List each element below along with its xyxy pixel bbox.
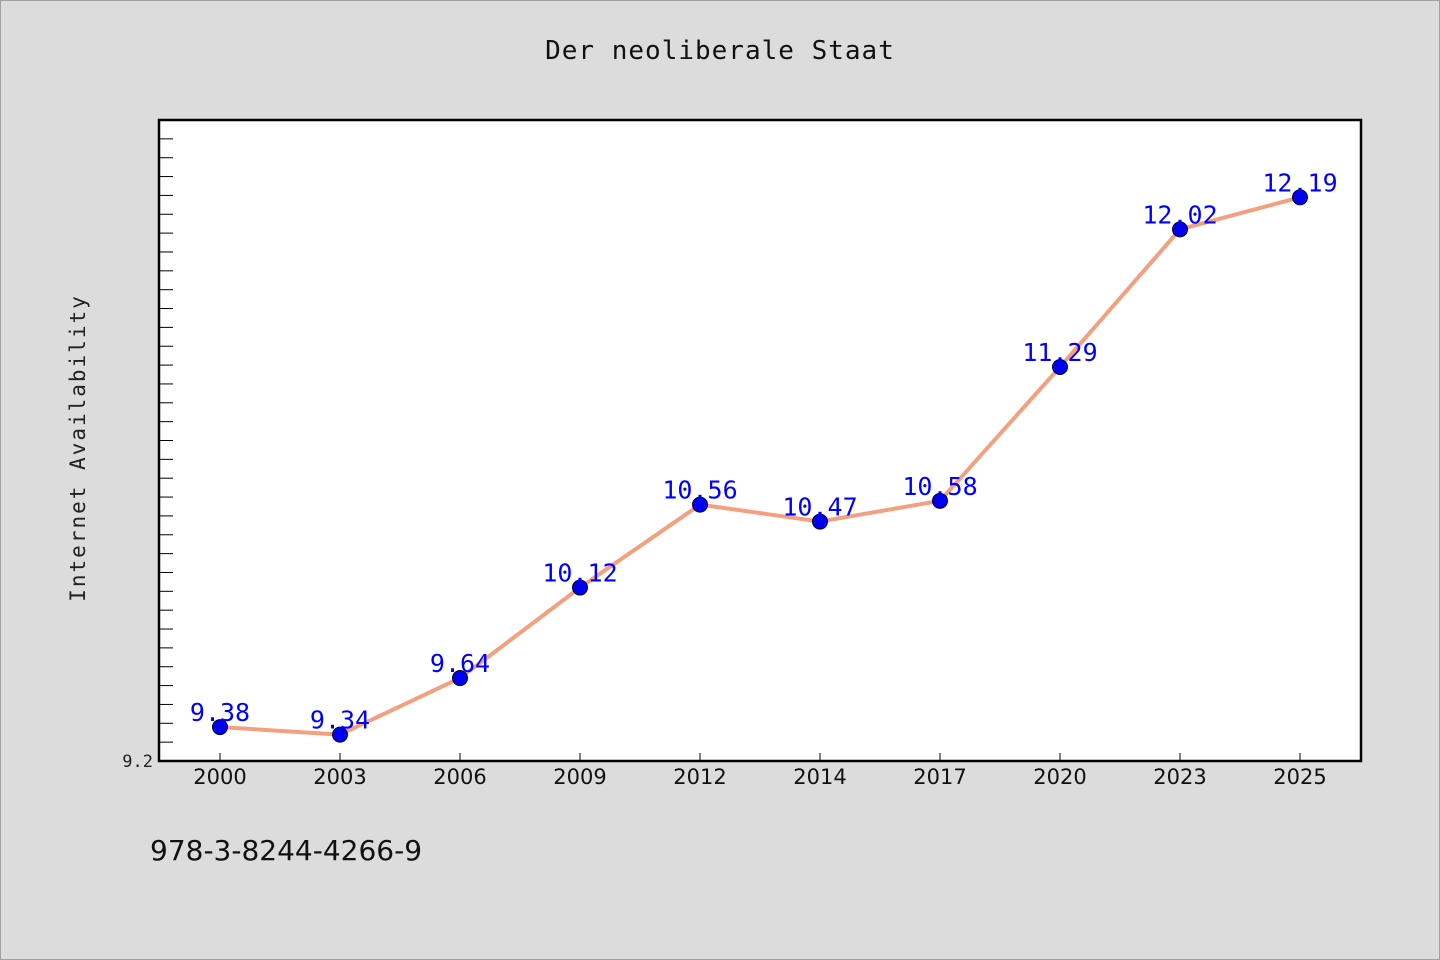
data-label: 9.38	[190, 698, 250, 727]
series-layer: 9.38 9.34 9.64 10.12 10.56 10.47 10.58 11.29 12.…	[190, 168, 1338, 743]
isbn-text: 978-3-8244-4266-9	[150, 834, 423, 867]
series-line	[218, 195, 1302, 737]
data-point	[1052, 358, 1068, 375]
data-point	[812, 513, 828, 530]
x-tick-label: 2017	[913, 765, 966, 789]
y-axis-ticks: 9.2	[122, 138, 173, 772]
data-label: 12.02	[1142, 200, 1217, 229]
data-point	[1172, 221, 1188, 238]
x-tick-label: 2006	[433, 765, 486, 789]
x-tick-label: 2000	[193, 765, 246, 789]
x-tick-label: 2012	[673, 765, 726, 789]
x-axis-ticks: 2000 2003 2006 2009 2012 2014 2017 2020 2023 2025	[193, 753, 1327, 789]
data-point	[452, 670, 468, 687]
plot-area	[157, 118, 1363, 763]
data-label: 10.12	[542, 559, 617, 588]
x-tick-label: 2023	[1153, 765, 1206, 789]
chart-title: Der neoliberale Staat	[545, 36, 895, 66]
data-label: 10.47	[782, 493, 857, 522]
data-label: 9.34	[310, 706, 370, 735]
data-label: 9.64	[430, 649, 490, 678]
x-tick-label: 2009	[553, 765, 606, 789]
data-label: 10.56	[662, 476, 737, 505]
data-label: 11.29	[1022, 338, 1097, 367]
x-tick-label: 2003	[313, 765, 366, 789]
x-tick-label: 2025	[1273, 765, 1326, 789]
data-point	[692, 496, 708, 513]
data-point	[932, 492, 948, 509]
data-point	[212, 719, 228, 736]
data-point	[1292, 189, 1308, 206]
data-point	[332, 726, 348, 743]
data-label: 10.58	[902, 472, 977, 501]
y-tick-label: 9.2	[122, 752, 153, 772]
data-label: 12.19	[1262, 168, 1337, 197]
data-point	[572, 579, 588, 596]
x-tick-label: 2020	[1033, 765, 1086, 789]
x-tick-label: 2014	[793, 765, 846, 789]
